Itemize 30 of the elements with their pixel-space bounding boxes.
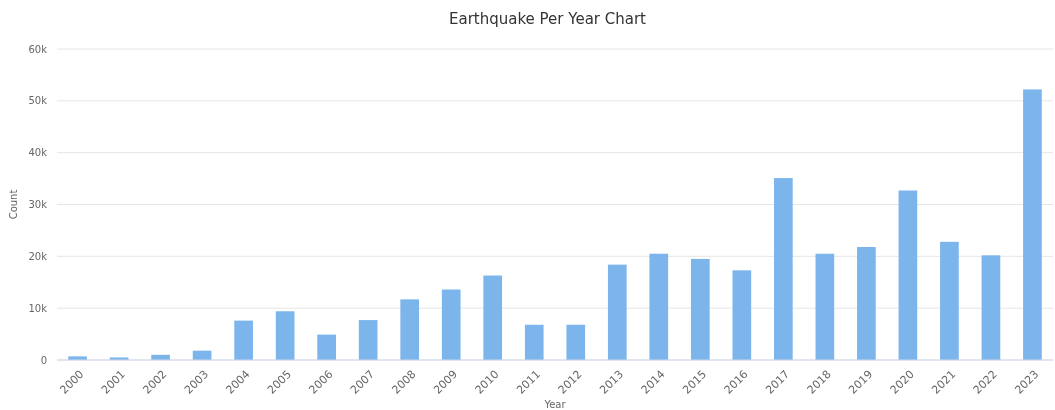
bar (649, 253, 669, 360)
bar (400, 299, 420, 360)
bar (690, 258, 710, 360)
bar (358, 320, 378, 360)
bar (981, 255, 1001, 360)
y-tick-label: 20k (28, 250, 48, 262)
y-tick-label: 0 (40, 354, 47, 366)
bar (774, 178, 793, 360)
bar (857, 247, 876, 360)
chart-title: Earthquake Per Year Chart (448, 10, 647, 28)
y-tick-label: 50k (28, 95, 48, 107)
y-axis-title: Count (8, 189, 19, 220)
y-tick-label: 10k (28, 302, 48, 314)
bar (483, 275, 503, 360)
x-axis-title: Year (543, 399, 567, 410)
bar (898, 190, 918, 360)
bar (441, 289, 461, 360)
bar (275, 311, 295, 360)
y-tick-label: 40k (28, 147, 48, 159)
bar (524, 324, 544, 360)
bar (1023, 89, 1042, 360)
bar (317, 334, 336, 360)
y-tick-label: 60k (28, 43, 48, 55)
bar (607, 264, 627, 360)
y-tick-label: 30k (28, 199, 48, 210)
bar (732, 270, 752, 360)
bar (815, 253, 835, 360)
bar (940, 241, 959, 360)
bar (566, 324, 586, 360)
bar (234, 320, 253, 360)
